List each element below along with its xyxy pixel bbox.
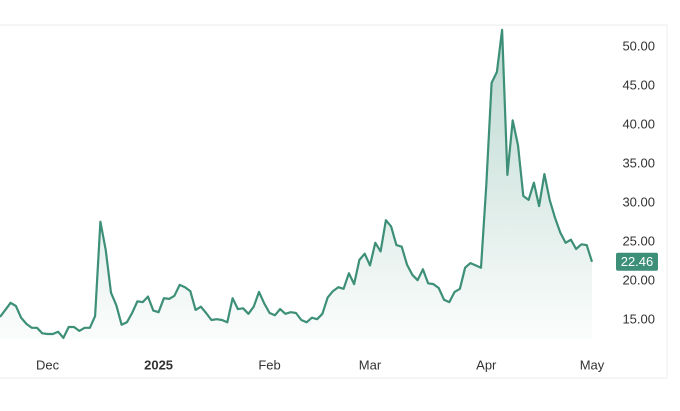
y-tick-label: 25.00 [622,233,655,248]
y-tick-label: 15.00 [622,311,655,326]
x-tick-label: 2025 [144,357,173,372]
x-tick-label: Dec [36,357,60,372]
y-tick-label: 30.00 [622,194,655,209]
y-tick-label: 35.00 [622,155,655,170]
y-tick-label: 50.00 [622,38,655,53]
y-tick-label: 45.00 [622,77,655,92]
last-value-label: 22.46 [621,254,654,269]
x-tick-label: Mar [359,357,382,372]
frame [0,24,668,379]
last-value-box [616,252,658,271]
line [0,28,594,339]
area [0,29,592,340]
x-tick-label: May [580,357,605,372]
x-tick-label: Apr [476,357,497,372]
y-tick-label: 40.00 [622,116,655,131]
x-tick-label: Feb [258,357,280,372]
y-tick-label: 20.00 [622,272,655,287]
